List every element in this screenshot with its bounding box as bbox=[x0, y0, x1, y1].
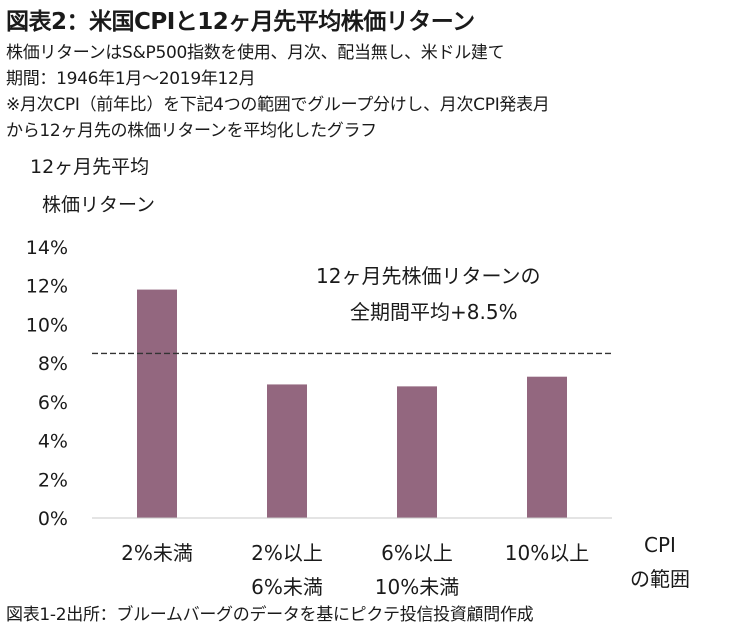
y-tick-label: 14% bbox=[26, 237, 68, 259]
y-axis-label-line-1: 12ヶ月先平均 bbox=[30, 156, 150, 178]
x-category-label: 10%以上 bbox=[505, 541, 589, 565]
note-line-1: 株価リターンはS&P500指数を使用、月次、配当無し、米ドル建て bbox=[6, 43, 505, 63]
y-tick-label: 0% bbox=[38, 508, 68, 530]
x-category-label: 2%以上 bbox=[251, 541, 323, 565]
bar-2 bbox=[267, 384, 307, 518]
note-line-4: から12ヶ月先の株価リターンを平均化したグラフ bbox=[6, 121, 377, 141]
y-tick-label: 6% bbox=[38, 392, 68, 414]
bar-4 bbox=[527, 376, 567, 518]
y-tick-label: 8% bbox=[38, 353, 68, 375]
x-category-label: 6%未満 bbox=[251, 575, 323, 599]
y-tick-label: 4% bbox=[38, 431, 68, 453]
chart-title: 図表2：米国CPIと12ヶ月先平均株価リターン bbox=[6, 9, 475, 35]
y-axis-label-line-2: 株価リターン bbox=[42, 194, 156, 216]
y-tick-label: 2% bbox=[38, 469, 68, 491]
average-annotation: 全期間平均+8.5% bbox=[350, 300, 518, 324]
average-annotation: 12ヶ月先株価リターンの bbox=[316, 264, 540, 288]
y-tick-label: 10% bbox=[26, 314, 68, 336]
x-category-label: 10%未満 bbox=[375, 575, 459, 599]
x-category-label: 2%未満 bbox=[121, 541, 193, 565]
bar-3 bbox=[397, 386, 437, 518]
bar-1 bbox=[137, 289, 177, 518]
note-line-3: ※月次CPI（前年比）を下記4つの範囲でグループ分けし、月次CPI発表月 bbox=[6, 95, 550, 115]
x-axis-title: の範囲 bbox=[630, 567, 690, 591]
source-note: 図表1-2出所：ブルームバーグのデータを基にピクテ投信投資顧問作成 bbox=[6, 605, 534, 625]
note-line-2: 期間：1946年1月～2019年12月 bbox=[6, 69, 256, 89]
x-category-label: 6%以上 bbox=[381, 541, 453, 565]
x-axis-title: CPI bbox=[644, 533, 676, 557]
y-tick-label: 12% bbox=[26, 276, 68, 298]
